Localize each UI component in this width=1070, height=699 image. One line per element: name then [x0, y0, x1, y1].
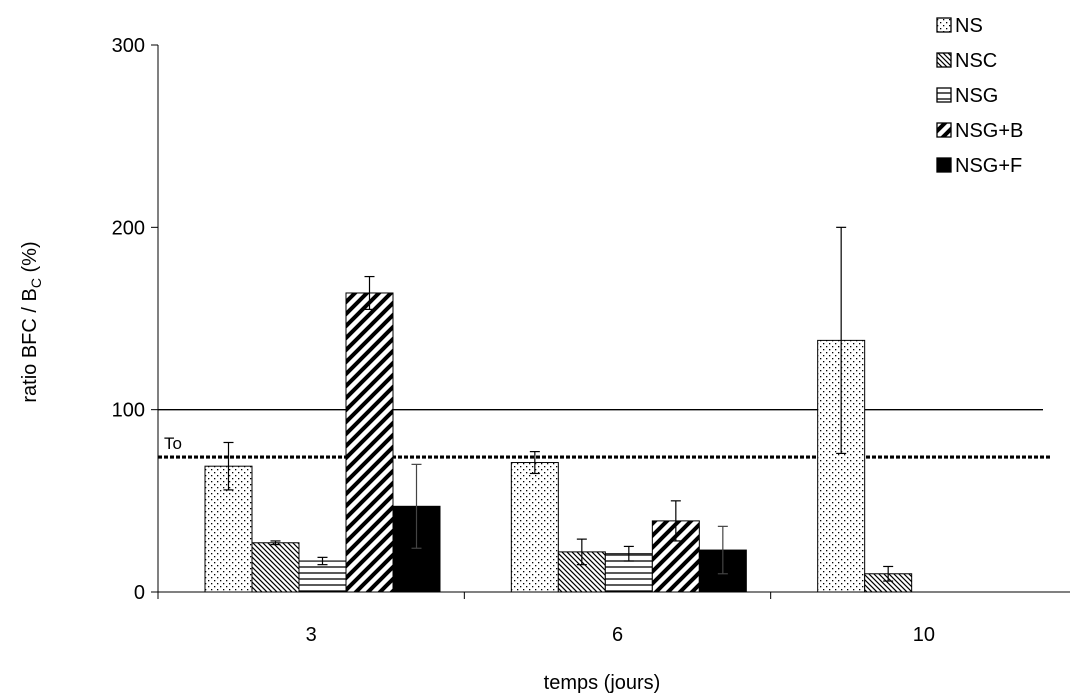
y-axis-title: ratio BFC / BC (%)	[19, 241, 44, 402]
legend-label: NSC	[955, 50, 997, 72]
x-axis-title: temps (jours)	[544, 672, 661, 694]
error-bars-layer	[223, 226, 894, 582]
reference-lines	[158, 409, 1050, 459]
bars-layer	[204, 292, 913, 593]
x-axis-ticks: 3 6 10	[157, 592, 935, 646]
legend-label: NSG	[955, 85, 998, 107]
bar-nsg-day-3	[298, 560, 347, 593]
bar-ns-day-6	[510, 462, 559, 593]
bar-nsg-plus-b-day-3	[345, 292, 394, 593]
legend-swatch	[936, 157, 952, 173]
legend-swatch	[936, 87, 952, 103]
bar-nsc-day-3	[251, 542, 300, 593]
y-tick-label: 300	[112, 35, 145, 57]
x-tick-label: 6	[612, 624, 623, 646]
axes-layer	[157, 45, 1070, 593]
legend-label: NS	[955, 15, 983, 37]
legend-label: NSG+F	[955, 155, 1022, 177]
legend-swatch	[936, 52, 952, 68]
to-reference-label: To	[164, 434, 182, 453]
y-axis-ticks: 0 100 200 300	[112, 35, 158, 604]
y-tick-label: 200	[112, 217, 145, 239]
y-tick-label: 0	[134, 582, 145, 604]
x-tick-label: 10	[913, 624, 935, 646]
legend-swatch	[936, 17, 952, 33]
x-tick-label: 3	[306, 624, 317, 646]
legend: NS NSC NSG NSG+B NSG+F	[936, 15, 1023, 177]
y-tick-label: 100	[112, 400, 145, 422]
legend-swatch	[936, 122, 952, 138]
legend-label: NSG+B	[955, 120, 1023, 142]
